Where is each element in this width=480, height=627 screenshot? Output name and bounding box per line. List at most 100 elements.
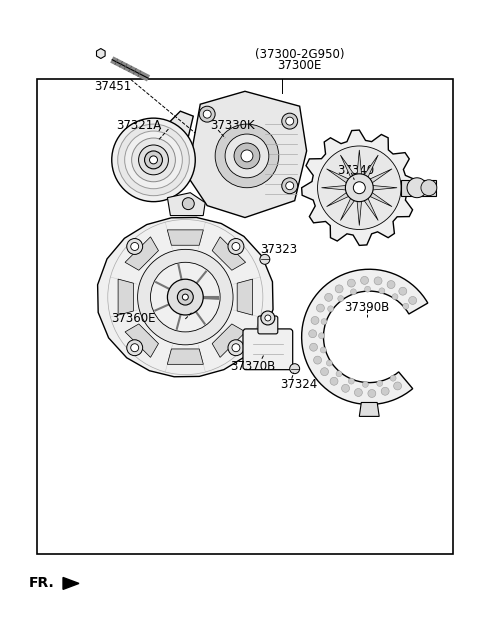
Circle shape — [310, 343, 317, 351]
Circle shape — [330, 377, 338, 385]
Polygon shape — [212, 324, 246, 357]
Text: 37324: 37324 — [280, 378, 317, 391]
Circle shape — [125, 131, 182, 189]
Circle shape — [127, 238, 143, 255]
Polygon shape — [326, 191, 352, 207]
Polygon shape — [362, 195, 378, 221]
Text: FR.: FR. — [29, 576, 55, 591]
Polygon shape — [369, 185, 397, 191]
Circle shape — [368, 389, 376, 398]
Circle shape — [311, 317, 319, 324]
Circle shape — [131, 344, 139, 352]
Polygon shape — [212, 237, 246, 270]
Circle shape — [377, 381, 383, 386]
Polygon shape — [340, 155, 357, 181]
Circle shape — [265, 315, 271, 321]
Text: 37390B: 37390B — [344, 300, 390, 314]
Circle shape — [392, 293, 398, 300]
Circle shape — [112, 118, 195, 202]
Circle shape — [346, 174, 373, 202]
Circle shape — [326, 360, 332, 366]
Circle shape — [390, 375, 396, 381]
Circle shape — [335, 285, 343, 293]
Circle shape — [321, 367, 328, 376]
Circle shape — [168, 279, 203, 315]
Polygon shape — [366, 169, 392, 185]
Polygon shape — [187, 92, 307, 218]
Polygon shape — [322, 185, 350, 191]
Circle shape — [324, 293, 333, 302]
Circle shape — [203, 110, 211, 118]
Circle shape — [338, 295, 344, 302]
Polygon shape — [96, 48, 105, 58]
Circle shape — [342, 384, 349, 393]
Circle shape — [362, 381, 368, 387]
Circle shape — [225, 134, 269, 178]
Circle shape — [228, 238, 244, 255]
Text: 37340: 37340 — [337, 164, 374, 177]
Circle shape — [282, 178, 298, 194]
Text: 37370B: 37370B — [230, 360, 276, 373]
Circle shape — [178, 289, 193, 305]
Circle shape — [138, 250, 233, 345]
Circle shape — [348, 279, 355, 287]
Circle shape — [365, 286, 371, 292]
Circle shape — [241, 150, 253, 162]
Circle shape — [309, 330, 317, 338]
Polygon shape — [168, 192, 205, 216]
Circle shape — [228, 340, 244, 356]
Polygon shape — [125, 237, 158, 270]
Polygon shape — [362, 155, 378, 181]
Circle shape — [261, 311, 275, 325]
Circle shape — [286, 117, 294, 125]
Polygon shape — [237, 279, 252, 315]
Circle shape — [215, 124, 279, 187]
Circle shape — [150, 156, 157, 164]
Circle shape — [232, 344, 240, 352]
Polygon shape — [63, 577, 79, 589]
Polygon shape — [168, 349, 204, 364]
Circle shape — [348, 378, 354, 384]
Circle shape — [118, 124, 189, 196]
Circle shape — [144, 151, 162, 169]
Circle shape — [399, 287, 407, 295]
Wedge shape — [301, 269, 428, 404]
Text: 37451: 37451 — [94, 80, 132, 93]
Circle shape — [234, 143, 260, 169]
Circle shape — [407, 178, 427, 198]
Polygon shape — [357, 150, 362, 178]
Text: 37321A: 37321A — [116, 119, 161, 132]
FancyBboxPatch shape — [243, 329, 293, 370]
Circle shape — [316, 304, 324, 312]
Circle shape — [353, 182, 365, 194]
Circle shape — [320, 347, 326, 353]
Circle shape — [321, 319, 327, 325]
Polygon shape — [170, 111, 193, 141]
Polygon shape — [360, 403, 379, 416]
Text: (37300-2G950): (37300-2G950) — [255, 48, 345, 61]
Circle shape — [421, 180, 437, 196]
Circle shape — [336, 371, 342, 377]
Polygon shape — [301, 130, 417, 245]
Circle shape — [132, 138, 175, 182]
Circle shape — [260, 255, 270, 265]
Polygon shape — [125, 324, 158, 357]
Circle shape — [127, 340, 143, 356]
Circle shape — [387, 280, 395, 288]
Circle shape — [319, 333, 324, 339]
Circle shape — [328, 306, 334, 312]
Circle shape — [408, 297, 417, 305]
Circle shape — [394, 382, 402, 390]
Bar — [401, 180, 436, 196]
Circle shape — [139, 145, 168, 175]
FancyBboxPatch shape — [258, 316, 278, 334]
Circle shape — [232, 243, 240, 250]
Text: 37330K: 37330K — [210, 119, 255, 132]
Circle shape — [318, 146, 401, 229]
Circle shape — [282, 113, 298, 129]
Circle shape — [182, 294, 188, 300]
Circle shape — [379, 288, 385, 294]
Circle shape — [313, 356, 322, 364]
Circle shape — [403, 303, 409, 309]
Circle shape — [286, 182, 294, 190]
